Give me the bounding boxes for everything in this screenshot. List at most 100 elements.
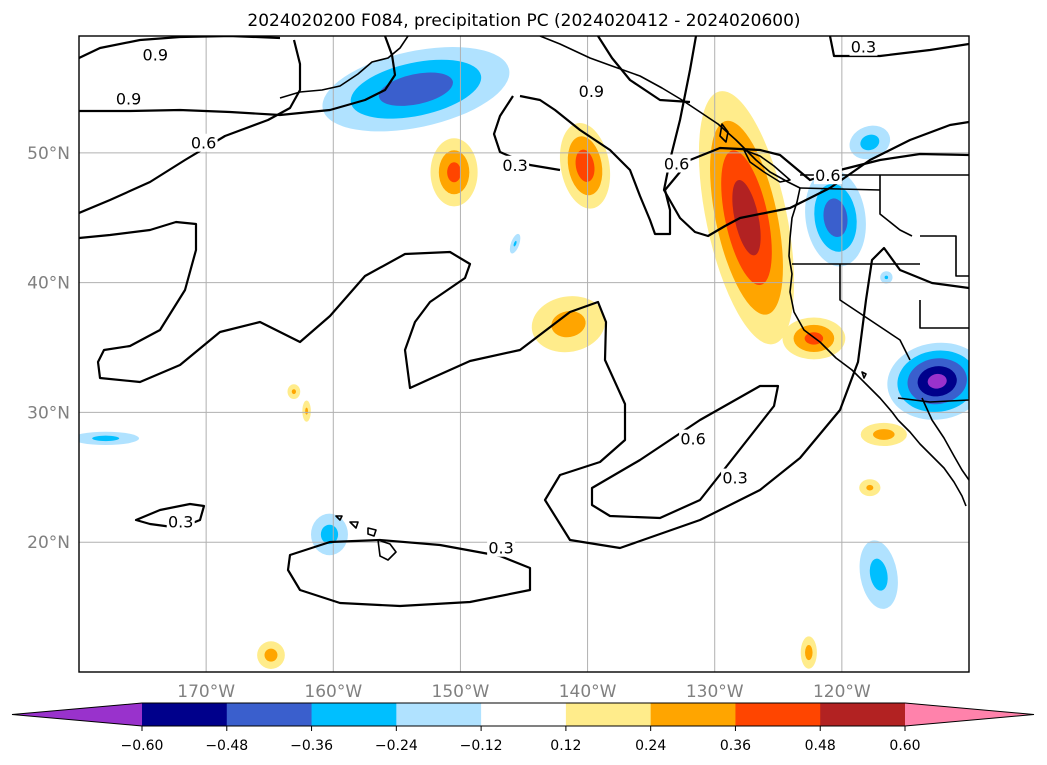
lon-tick-label: 140°W: [559, 682, 617, 702]
contour-label: 0.6: [815, 166, 840, 185]
coastlines: [279, 36, 969, 561]
colorbar-segment: [820, 703, 906, 726]
negative-anomaly-fill: [927, 373, 947, 389]
us-west-coast: [788, 187, 899, 421]
contour-label-bg: [577, 81, 606, 100]
contour-line: [662, 36, 969, 238]
positive-anomaly-fill: [551, 311, 586, 338]
positive-anomaly-fill: [447, 162, 462, 183]
colorbar-tick-label: −0.12: [460, 738, 503, 754]
hawaii-oahu: [349, 521, 359, 529]
colorbar-tick-label: −0.36: [290, 738, 333, 754]
contour-label-bg: [166, 512, 195, 531]
colorbar-segment: [311, 703, 397, 726]
contour-label: 0.9: [579, 82, 604, 101]
colorbar-extend-min: [12, 703, 142, 726]
lon-tick-label: 120°W: [813, 682, 871, 702]
contour-label-bg: [662, 154, 691, 173]
us-mexico-border: [897, 397, 969, 403]
contour-label: 0.9: [143, 45, 168, 64]
map-background: [79, 36, 969, 672]
contour-label: 0.6: [680, 430, 705, 449]
colorbar-segment: [735, 703, 821, 726]
negative-anomaly-fill: [860, 134, 880, 151]
contour-label-bg: [141, 45, 170, 64]
contour-label-bg: [487, 538, 516, 557]
lon-tick-label: 170°W: [177, 682, 235, 702]
contour-line: [492, 95, 561, 172]
colorbar-tick-label: 0.36: [720, 738, 751, 754]
contour-line: [79, 220, 969, 550]
lon-tick-label: 150°W: [432, 682, 490, 702]
colorbar-tick-label: −0.24: [375, 738, 418, 754]
guadalupe-island: [861, 371, 867, 379]
chart-title: 2024020200 F084, precipitation PC (20240…: [247, 11, 800, 31]
colorbar-tick-label: −0.60: [121, 738, 164, 754]
bc-coast: [539, 36, 801, 189]
positive-anomaly-fill: [305, 407, 308, 415]
contour-line: [590, 384, 780, 520]
contour-line: [134, 502, 206, 530]
state-border-ca-nv: [839, 264, 911, 361]
lon-tick-label: 130°W: [686, 682, 744, 702]
state-border-az: [919, 300, 969, 329]
haida-gwaii: [719, 123, 729, 143]
positive-anomaly-fill: [291, 389, 296, 395]
negative-anomaly-fill: [378, 72, 453, 106]
contour-label: 0.3: [722, 469, 747, 488]
lat-tick-label: 30°N: [27, 403, 70, 423]
contour-label-bg: [813, 166, 842, 185]
contour-label-bg: [679, 429, 708, 448]
mainland-mexico-coast: [921, 397, 969, 481]
contour-line: [79, 36, 397, 117]
positive-anomaly-fill: [873, 429, 895, 440]
vancouver-island: [743, 149, 791, 183]
hawaii-kauai: [335, 515, 343, 521]
state-border-ut: [920, 235, 969, 277]
positive-anomaly-fill: [805, 644, 813, 661]
colorbar-extend-max: [905, 703, 1034, 726]
map-frame: [78, 35, 970, 673]
lat-tick-label: 50°N: [27, 144, 70, 164]
correlation-contours: [79, 36, 969, 608]
state-border-id: [879, 175, 913, 237]
colorbar-segment: [650, 703, 736, 726]
negative-anomaly-fill: [869, 558, 888, 591]
contour-label: 0.6: [664, 154, 689, 173]
state-border-or-wa: [799, 187, 881, 191]
contour-label: 0.3: [168, 513, 193, 532]
contour-label: 0.3: [502, 156, 527, 175]
colorbar-segment: [481, 703, 567, 726]
contour-label: 0.3: [488, 539, 513, 558]
positive-anomaly-fill: [264, 648, 278, 662]
contour-label-bg: [501, 155, 530, 174]
colorbar-segment: [226, 703, 313, 726]
alaska-coast: [279, 36, 409, 99]
contour-label: 0.9: [116, 90, 141, 109]
contour-line: [79, 39, 302, 215]
contour-line: [286, 538, 532, 608]
contour-label-bg: [721, 468, 750, 487]
contour-labels: 0.9 0.9 0.6 0.9 0.6 0.3 0.6 0.3 0.6 0.3 0.3 0.3: [114, 37, 878, 558]
colorbar-tick-label: −0.48: [205, 738, 248, 754]
contour-line: [828, 36, 969, 58]
baja-coast: [897, 419, 967, 507]
colorbar-segment: [396, 703, 482, 726]
lon-tick-label: 160°W: [304, 682, 362, 702]
hawaii-maui: [367, 527, 377, 537]
colorbar-tick-label: 0.24: [635, 738, 666, 754]
positive-anomaly-fill: [575, 149, 595, 182]
lat-tick-label: 20°N: [27, 533, 70, 553]
positive-anomaly-fill: [866, 484, 874, 491]
hawaii-big-island: [377, 539, 397, 561]
colorbar-tick-label: 0.12: [550, 738, 581, 754]
negative-anomaly-fill: [92, 435, 120, 442]
contour-label-bg: [849, 37, 878, 56]
colorbar-segment: [142, 703, 228, 726]
lat-tick-label: 40°N: [27, 274, 70, 294]
negative-anomaly-fill: [884, 275, 889, 280]
colorbar-tick-label: 0.60: [889, 738, 920, 754]
colorbar-segment: [565, 703, 652, 726]
contour-line: [597, 36, 691, 104]
axis-labels: 170°W 160°W 150°W 140°W 130°W 120°W 50°N 40°N 30…: [27, 144, 871, 702]
